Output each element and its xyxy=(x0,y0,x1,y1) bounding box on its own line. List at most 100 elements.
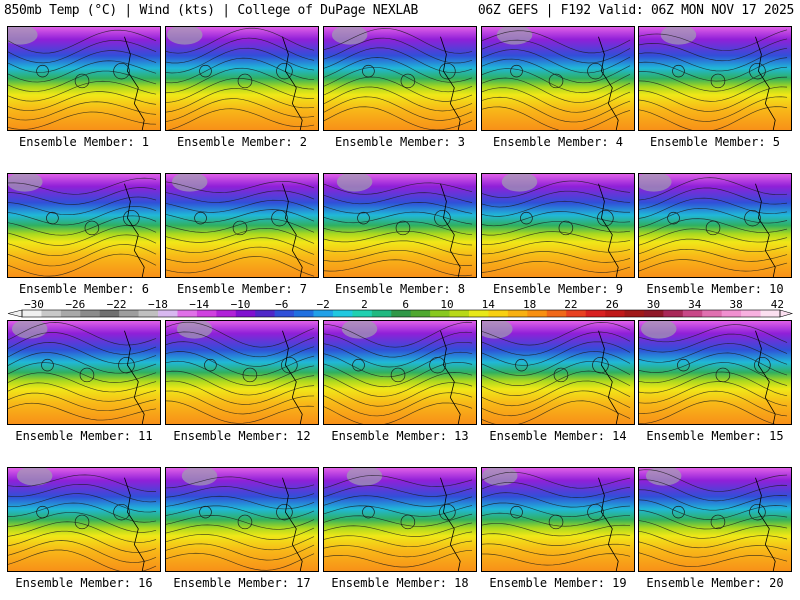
member-map-1 xyxy=(7,26,161,131)
member-label-17: Ensemble Member: 17 xyxy=(173,576,311,590)
colorbar-swatch xyxy=(119,310,139,317)
colorbar-swatch xyxy=(760,310,781,317)
colorbar-swatch xyxy=(682,310,703,317)
member-map-4 xyxy=(481,26,635,131)
colorbar-swatch xyxy=(138,310,159,317)
colorbar-swatch xyxy=(41,310,62,317)
colorbar-tick-label: −30 xyxy=(24,298,44,311)
colorbar-swatch xyxy=(663,310,684,317)
run-info: 06Z GEFS | F192 Valid: 06Z MON NOV 17 20… xyxy=(477,3,794,18)
colorbar-tick-label: 2 xyxy=(361,298,368,311)
member-label-20: Ensemble Member: 20 xyxy=(646,576,784,590)
member-map-5 xyxy=(638,26,792,131)
colorbar-swatch xyxy=(99,310,120,317)
member-label-6: Ensemble Member: 6 xyxy=(18,282,150,296)
member-map-13 xyxy=(323,320,477,425)
colorbar-swatch xyxy=(332,310,353,317)
colorbar-tick-label: 10 xyxy=(440,298,453,311)
colorbar-tick-label: 38 xyxy=(729,298,742,311)
member-label-9: Ensemble Member: 9 xyxy=(492,282,624,296)
colorbar-tick-label: 34 xyxy=(688,298,702,311)
member-label-2: Ensemble Member: 2 xyxy=(176,135,308,149)
member-map-3 xyxy=(323,26,477,131)
colorbar-swatch xyxy=(469,310,489,317)
colorbar-swatch xyxy=(352,310,373,317)
member-label-19: Ensemble Member: 19 xyxy=(489,576,627,590)
colorbar-tick-label: 26 xyxy=(606,298,619,311)
member-map-6 xyxy=(7,173,161,278)
member-label-1: Ensemble Member: 1 xyxy=(18,135,150,149)
member-map-7 xyxy=(165,173,319,278)
member-map-11 xyxy=(7,320,161,425)
colorbar-tick-label: 22 xyxy=(564,298,577,311)
member-map-14 xyxy=(481,320,635,425)
colorbar-swatch xyxy=(196,310,217,317)
member-label-3: Ensemble Member: 3 xyxy=(334,135,466,149)
member-map-8 xyxy=(323,173,477,278)
member-map-12 xyxy=(165,320,319,425)
member-map-17 xyxy=(165,467,319,572)
colorbar-swatch xyxy=(235,310,256,317)
member-label-4: Ensemble Member: 4 xyxy=(492,135,624,149)
colorbar-swatch xyxy=(566,310,586,317)
member-map-20 xyxy=(638,467,792,572)
colorbar-swatch xyxy=(605,310,625,317)
member-label-13: Ensemble Member: 13 xyxy=(331,429,469,443)
colorbar-tick-label: −18 xyxy=(148,298,168,311)
colorbar-swatch xyxy=(624,310,645,317)
colorbar-tick-label: 42 xyxy=(771,298,784,311)
colorbar-tick-label: −26 xyxy=(65,298,85,311)
colorbar-swatch xyxy=(430,310,450,317)
member-label-5: Ensemble Member: 5 xyxy=(649,135,781,149)
member-label-14: Ensemble Member: 14 xyxy=(489,429,627,443)
colorbar-tick-label: 14 xyxy=(482,298,496,311)
member-map-9 xyxy=(481,173,635,278)
colorbar-swatch xyxy=(391,310,412,317)
colorbar-swatch xyxy=(255,310,275,317)
colorbar-swatch xyxy=(177,310,198,317)
colorbar-swatch xyxy=(643,310,664,317)
colorbar-swatch xyxy=(488,310,509,317)
colorbar-tick-label: −2 xyxy=(316,298,329,311)
colorbar-swatch xyxy=(449,310,470,317)
colorbar-swatch xyxy=(371,310,392,317)
colorbar-swatch xyxy=(216,310,237,317)
colorbar-swatch xyxy=(158,310,178,317)
colorbar-swatch xyxy=(274,310,295,317)
member-label-12: Ensemble Member: 12 xyxy=(173,429,311,443)
colorbar-swatch xyxy=(585,310,606,317)
colorbar-tick-label: −6 xyxy=(275,298,288,311)
member-label-7: Ensemble Member: 7 xyxy=(176,282,308,296)
colorbar-swatch xyxy=(410,310,431,317)
colorbar-swatch xyxy=(22,310,42,317)
map-title: 850mb Temp (°C) | Wind (kts) | College o… xyxy=(4,3,418,18)
member-map-19 xyxy=(481,467,635,572)
colorbar-tick-label: −10 xyxy=(231,298,251,311)
colorbar-swatch xyxy=(702,310,722,317)
temperature-colorbar: −30 −26 −22 −18 −14 −10 −6 −2 2 6 10 14 18 22 26 30 34 38… xyxy=(7,298,794,318)
colorbar-swatch xyxy=(721,310,742,317)
colorbar-swatch xyxy=(294,310,314,317)
member-label-8: Ensemble Member: 8 xyxy=(334,282,466,296)
colorbar-swatch xyxy=(507,310,528,317)
member-map-10 xyxy=(638,173,792,278)
member-map-18 xyxy=(323,467,477,572)
member-label-15: Ensemble Member: 15 xyxy=(646,429,784,443)
member-map-15 xyxy=(638,320,792,425)
member-label-10: Ensemble Member: 10 xyxy=(646,282,784,296)
colorbar-swatch xyxy=(527,310,548,317)
colorbar-tick-label: −14 xyxy=(189,298,209,311)
colorbar-swatch xyxy=(60,310,81,317)
colorbar-swatch xyxy=(313,310,334,317)
member-label-16: Ensemble Member: 16 xyxy=(15,576,153,590)
member-label-11: Ensemble Member: 11 xyxy=(15,429,153,443)
colorbar-swatch xyxy=(741,310,761,317)
colorbar-swatch xyxy=(80,310,101,317)
colorbar-tick-label: −22 xyxy=(107,298,127,311)
member-map-16 xyxy=(7,467,161,572)
colorbar-tick-label: 18 xyxy=(523,298,536,311)
colorbar-left-arrow xyxy=(7,309,23,318)
colorbar-tick-label: 6 xyxy=(402,298,409,311)
colorbar-tick-label: 30 xyxy=(647,298,660,311)
colorbar-swatch xyxy=(546,310,567,317)
